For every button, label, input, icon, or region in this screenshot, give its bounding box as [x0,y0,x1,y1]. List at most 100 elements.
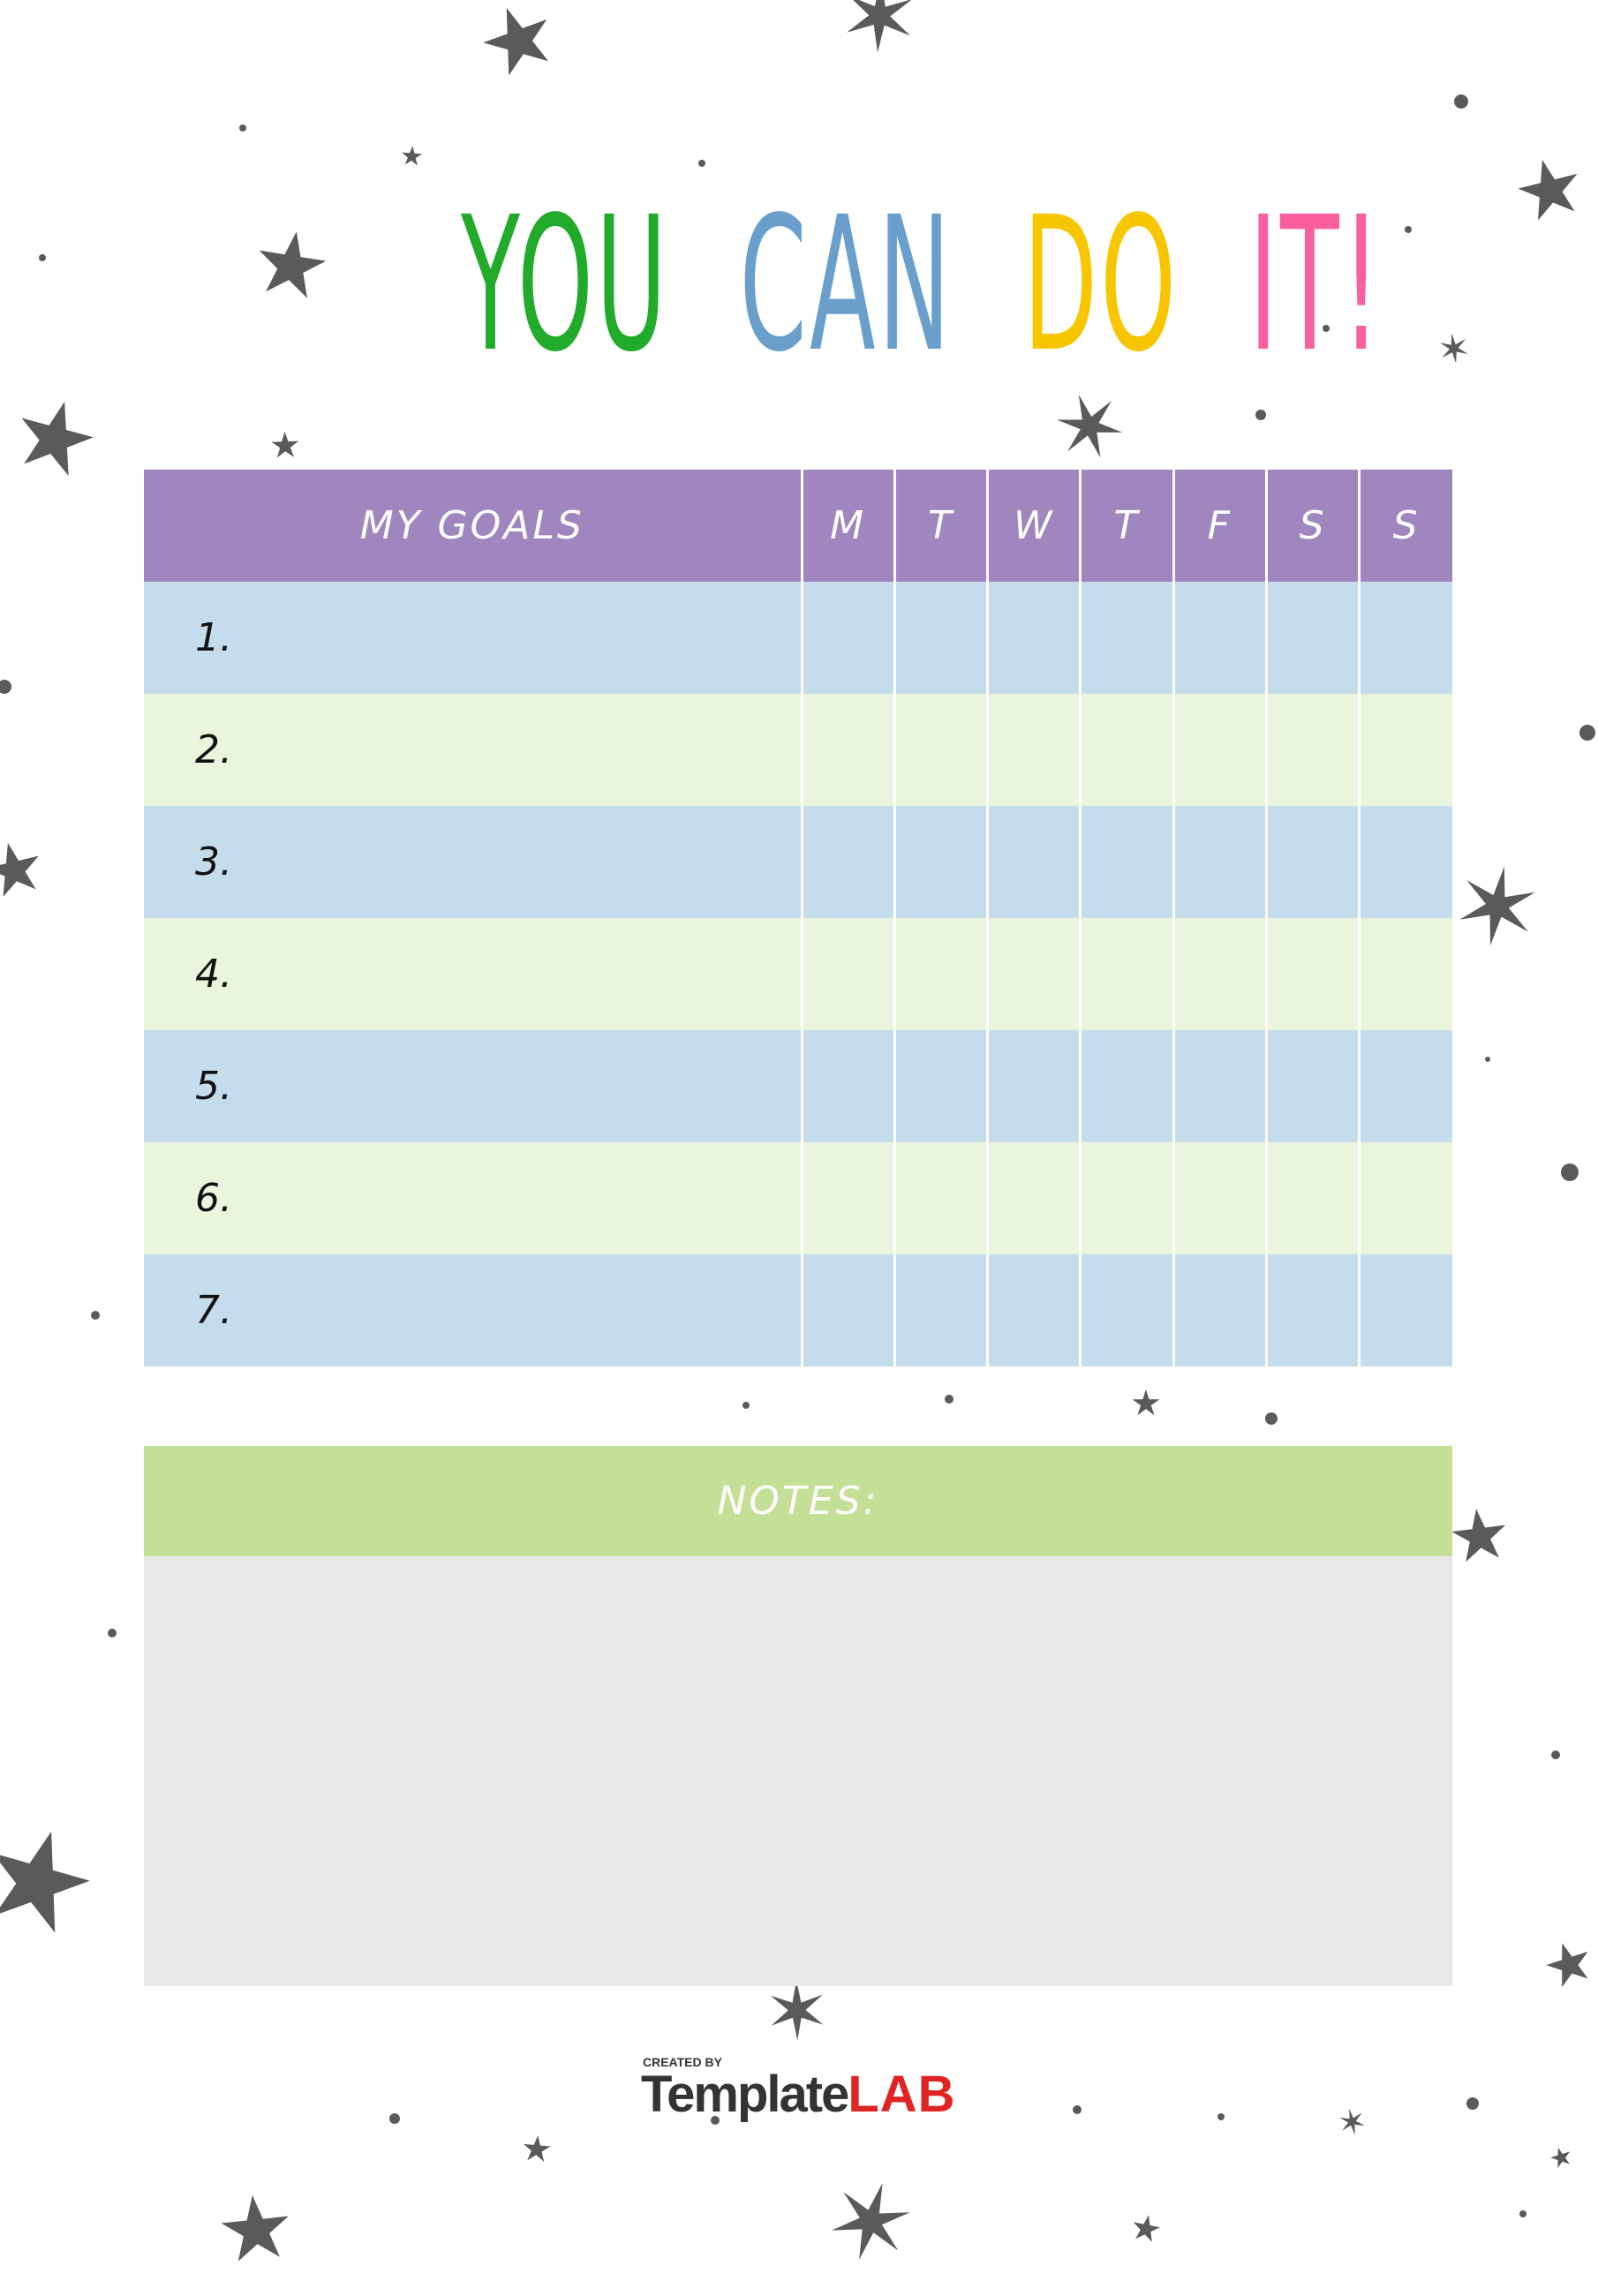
star-icon: ✶ [835,0,923,77]
day-check-cell[interactable] [800,918,895,1030]
day-check-cell[interactable] [893,1254,988,1366]
day-check-cell[interactable] [1079,1142,1174,1254]
dot-decoration [1265,1412,1278,1425]
star-icon: ★ [0,822,55,916]
day-header: S [1358,470,1452,582]
day-header: F [1172,470,1267,582]
day-check-cell[interactable] [1172,582,1267,694]
goal-cell[interactable]: 3. [144,806,802,918]
day-check-cell[interactable] [1172,1030,1267,1142]
day-check-cell[interactable] [800,806,895,918]
day-header: T [1079,470,1174,582]
dot-decoration [0,680,11,694]
day-check-cell[interactable] [1358,806,1452,918]
logo-brand-template: Template [641,2066,849,2123]
goal-cell[interactable]: 5. [144,1030,802,1142]
star-icon: ★ [398,140,426,173]
day-check-cell[interactable] [1079,806,1174,918]
dot-decoration [91,1311,100,1320]
title-word-do: DO [1022,177,1180,393]
dot-decoration [1405,226,1412,233]
goal-cell[interactable]: 2. [144,694,802,806]
star-icon: ★ [463,0,573,102]
goal-cell[interactable]: 7. [144,1254,802,1366]
goal-cell[interactable]: 1. [144,582,802,694]
day-check-cell[interactable] [1079,1030,1174,1142]
dot-decoration [711,2116,720,2125]
day-check-cell[interactable] [1079,582,1174,694]
day-check-cell[interactable] [800,1030,895,1142]
day-check-cell[interactable] [893,694,988,806]
day-check-cell[interactable] [1079,1254,1174,1366]
day-check-cell[interactable] [986,1142,1081,1254]
day-check-cell[interactable] [986,582,1081,694]
day-check-cell[interactable] [1264,694,1360,806]
day-check-cell[interactable] [800,582,895,694]
day-check-cell[interactable] [986,694,1081,806]
dot-decoration [108,1629,117,1637]
day-check-cell[interactable] [800,694,895,806]
day-check-cell[interactable] [1264,1254,1360,1366]
dot-decoration [1454,94,1468,109]
day-check-cell[interactable] [1264,806,1360,918]
star-icon: ★ [1126,2206,1165,2252]
goal-cell[interactable]: 4. [144,918,802,1030]
day-check-cell[interactable] [1079,918,1174,1030]
notes-header: NOTES: [144,1446,1452,1556]
day-header: W [986,470,1081,582]
dot-decoration [1217,2113,1225,2120]
dot-decoration [39,254,46,261]
goals-header-row: MY GOALS M T W T F S S [144,470,1452,582]
day-check-cell[interactable] [1264,918,1360,1030]
title-word-it: IT! [1248,177,1383,393]
day-check-cell[interactable] [1358,1142,1452,1254]
day-check-cell[interactable] [1358,1030,1452,1142]
day-check-cell[interactable] [800,1254,895,1366]
dot-decoration [1073,2105,1082,2114]
day-check-cell[interactable] [986,1030,1081,1142]
dot-decoration [1466,2097,1479,2110]
star-icon: ✶ [1442,840,1551,977]
day-check-cell[interactable] [1172,1142,1267,1254]
day-check-cell[interactable] [893,918,988,1030]
logo-brand-lab: LAB [848,2066,956,2123]
goal-row: 7. [144,1254,1452,1366]
day-check-cell[interactable] [1358,582,1452,694]
day-check-cell[interactable] [893,582,988,694]
notes-area[interactable] [144,1556,1452,1986]
dot-decoration [239,124,246,132]
day-check-cell[interactable] [893,806,988,918]
dot-decoration [1551,1750,1560,1759]
day-check-cell[interactable] [986,1254,1081,1366]
day-header: M [800,470,895,582]
day-check-cell[interactable] [1264,582,1360,694]
dot-decoration [742,1402,750,1409]
notes-label: NOTES: [717,1479,879,1524]
day-header: T [893,470,988,582]
day-check-cell[interactable] [1264,1030,1360,1142]
day-check-cell[interactable] [1079,694,1174,806]
day-check-cell[interactable] [1264,1142,1360,1254]
dot-decoration [945,1395,954,1404]
day-check-cell[interactable] [893,1142,988,1254]
goal-row: 4. [144,918,1452,1030]
day-check-cell[interactable] [986,806,1081,918]
dot-decoration [1255,410,1266,420]
star-icon: ★ [1443,1490,1517,1581]
day-check-cell[interactable] [1358,694,1452,806]
day-check-cell[interactable] [893,1030,988,1142]
day-check-cell[interactable] [800,1142,895,1254]
title-word-can: CAN [739,177,954,393]
day-check-cell[interactable] [1172,806,1267,918]
goal-cell[interactable]: 6. [144,1142,802,1254]
star-icon: ★ [268,425,302,467]
goal-row: 5. [144,1030,1452,1142]
day-check-cell[interactable] [1172,1254,1267,1366]
day-check-cell[interactable] [1358,1254,1452,1366]
day-check-cell[interactable] [1172,694,1267,806]
day-check-cell[interactable] [1172,918,1267,1030]
day-check-cell[interactable] [1358,918,1452,1030]
goals-table: MY GOALS M T W T F S S 1. 2. 3. 4. 5. 6. 7. [144,470,1452,1366]
star-icon: ✶ [810,2152,931,2296]
day-check-cell[interactable] [986,918,1081,1030]
